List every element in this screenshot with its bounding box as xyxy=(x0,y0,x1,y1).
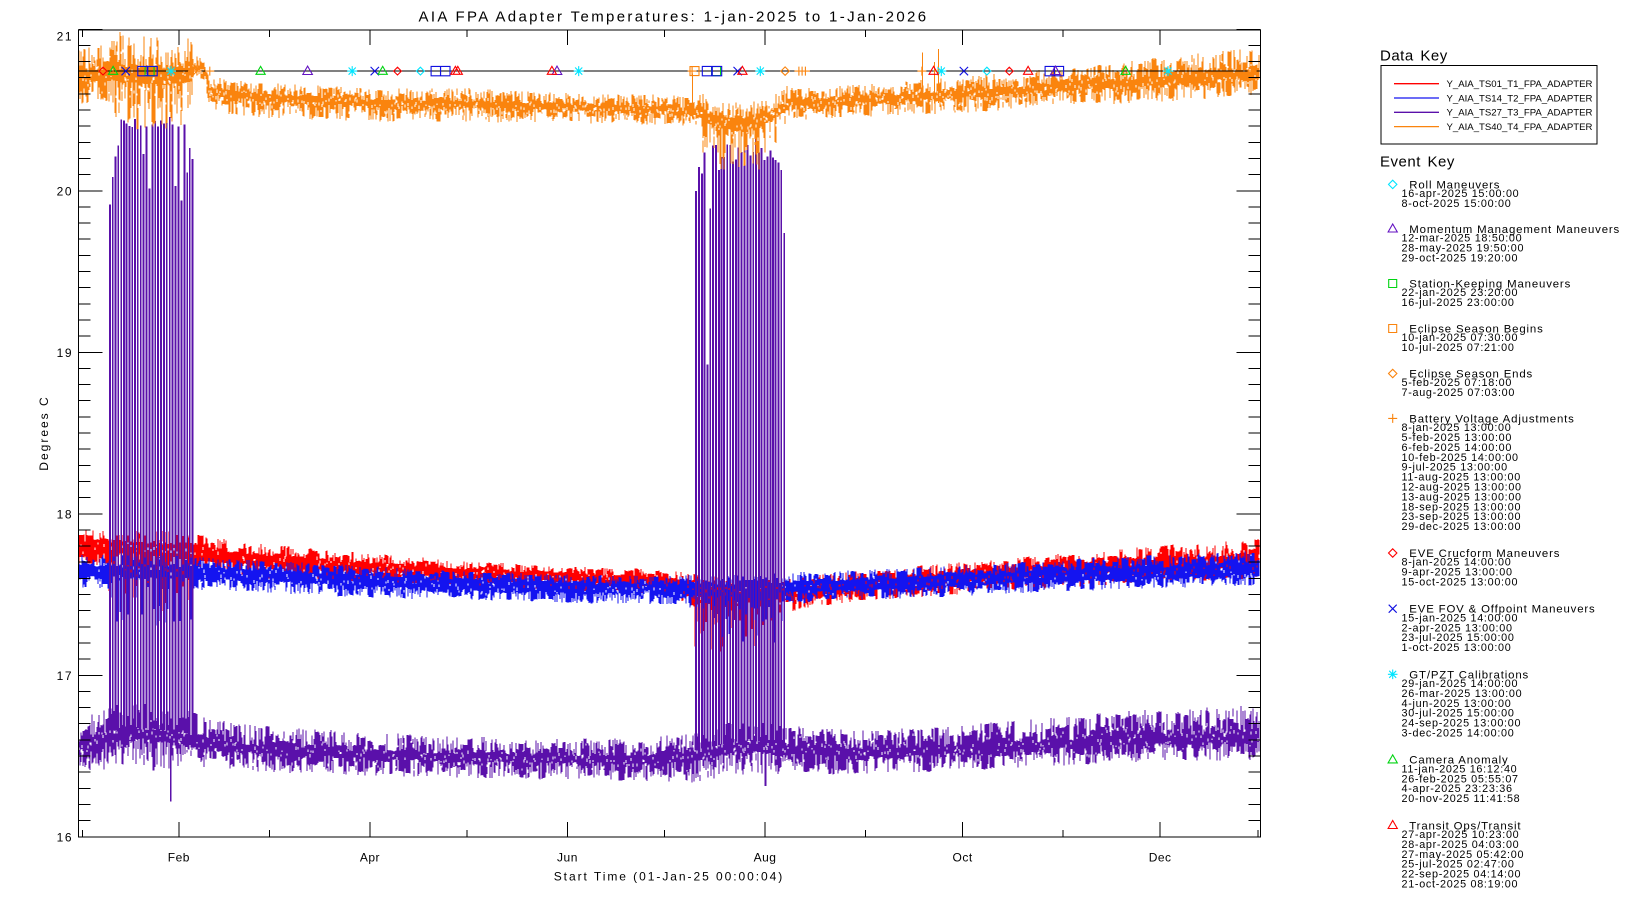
svg-text:Dec: Dec xyxy=(1149,851,1172,865)
svg-text:15-oct-2025 13:00:00: 15-oct-2025 13:00:00 xyxy=(1402,577,1519,589)
svg-text:10-jul-2025 07:21:00: 10-jul-2025 07:21:00 xyxy=(1402,342,1515,354)
svg-text:Data Key: Data Key xyxy=(1380,48,1448,65)
svg-text:16-apr-2025 15:00:00: 16-apr-2025 15:00:00 xyxy=(1402,188,1520,200)
svg-text:7-aug-2025 07:03:00: 7-aug-2025 07:03:00 xyxy=(1402,387,1516,399)
svg-text:28-may-2025 19:50:00: 28-may-2025 19:50:00 xyxy=(1402,242,1525,254)
svg-text:29-dec-2025 13:00:00: 29-dec-2025 13:00:00 xyxy=(1402,521,1522,533)
svg-text:Eclipse Season Ends: Eclipse Season Ends xyxy=(1409,369,1533,381)
svg-text:22-sep-2025 04:14:00: 22-sep-2025 04:14:00 xyxy=(1402,869,1522,881)
svg-text:17: 17 xyxy=(57,669,73,683)
svg-text:21: 21 xyxy=(57,29,73,43)
svg-text:23-sep-2025 13:00:00: 23-sep-2025 13:00:00 xyxy=(1402,511,1522,523)
svg-text:19: 19 xyxy=(57,346,73,360)
svg-text:Y_AIA_TS01_T1_FPA_ADAPTER: Y_AIA_TS01_T1_FPA_ADAPTER xyxy=(1447,79,1593,90)
svg-text:Event Key: Event Key xyxy=(1380,154,1455,171)
svg-text:25-jul-2025 02:47:00: 25-jul-2025 02:47:00 xyxy=(1402,859,1515,871)
svg-text:8-oct-2025 15:00:00: 8-oct-2025 15:00:00 xyxy=(1402,198,1512,210)
svg-text:18: 18 xyxy=(57,507,73,521)
svg-text:21-oct-2025 08:19:00: 21-oct-2025 08:19:00 xyxy=(1402,879,1519,891)
svg-text:Y_AIA_TS14_T2_FPA_ADAPTER: Y_AIA_TS14_T2_FPA_ADAPTER xyxy=(1447,93,1593,104)
svg-text:Station-Keeping Maneuvers: Station-Keeping Maneuvers xyxy=(1409,279,1571,291)
svg-text:3-dec-2025 14:00:00: 3-dec-2025 14:00:00 xyxy=(1402,728,1515,740)
svg-text:Aug: Aug xyxy=(754,851,777,865)
svg-text:11-aug-2025 13:00:00: 11-aug-2025 13:00:00 xyxy=(1402,472,1521,484)
svg-text:27-apr-2025 10:23:00: 27-apr-2025 10:23:00 xyxy=(1402,829,1520,841)
svg-text:9-jul-2025 13:00:00: 9-jul-2025 13:00:00 xyxy=(1402,462,1508,474)
svg-text:24-sep-2025 13:00:00: 24-sep-2025 13:00:00 xyxy=(1402,718,1522,730)
svg-text:Roll Maneuvers: Roll Maneuvers xyxy=(1409,179,1500,191)
svg-text:4-jun-2025 13:00:00: 4-jun-2025 13:00:00 xyxy=(1402,698,1512,710)
svg-text:9-apr-2025 13:00:00: 9-apr-2025 13:00:00 xyxy=(1402,567,1513,579)
svg-text:23-jul-2025 15:00:00: 23-jul-2025 15:00:00 xyxy=(1402,632,1515,644)
svg-text:12-aug-2025 13:00:00: 12-aug-2025 13:00:00 xyxy=(1402,482,1522,494)
svg-text:30-jul-2025 15:00:00: 30-jul-2025 15:00:00 xyxy=(1402,708,1515,720)
svg-text:18-sep-2025 13:00:00: 18-sep-2025 13:00:00 xyxy=(1402,501,1522,513)
svg-text:20: 20 xyxy=(57,184,73,198)
svg-text:22-jan-2025 23:20:00: 22-jan-2025 23:20:00 xyxy=(1402,287,1519,299)
svg-text:28-apr-2025 04:03:00: 28-apr-2025 04:03:00 xyxy=(1402,839,1520,851)
svg-text:Start Time (01-Jan-25 00:00:04: Start Time (01-Jan-25 00:00:04) xyxy=(554,870,785,884)
svg-text:AIA FPA Adapter Temperatures:: AIA FPA Adapter Temperatures: 1-jan-2025… xyxy=(419,9,929,26)
svg-text:10-jan-2025 07:30:00: 10-jan-2025 07:30:00 xyxy=(1402,332,1519,344)
svg-text:GT/PZT Calibrations: GT/PZT Calibrations xyxy=(1409,669,1529,681)
svg-text:Transit Ops/Transit: Transit Ops/Transit xyxy=(1409,820,1521,832)
svg-text:26-mar-2025 13:00:00: 26-mar-2025 13:00:00 xyxy=(1402,688,1523,700)
svg-text:Apr: Apr xyxy=(360,851,380,865)
svg-text:1-oct-2025 13:00:00: 1-oct-2025 13:00:00 xyxy=(1402,642,1512,654)
svg-text:2-apr-2025 13:00:00: 2-apr-2025 13:00:00 xyxy=(1402,622,1513,634)
svg-text:Degrees C: Degrees C xyxy=(37,395,51,470)
svg-text:16-jul-2025 23:00:00: 16-jul-2025 23:00:00 xyxy=(1402,297,1515,309)
svg-text:10-feb-2025 14:00:00: 10-feb-2025 14:00:00 xyxy=(1402,452,1519,464)
svg-text:Feb: Feb xyxy=(168,851,190,865)
svg-text:5-feb-2025 13:00:00: 5-feb-2025 13:00:00 xyxy=(1402,432,1513,444)
svg-text:29-oct-2025 19:20:00: 29-oct-2025 19:20:00 xyxy=(1402,252,1519,264)
svg-text:8-jan-2025 14:00:00: 8-jan-2025 14:00:00 xyxy=(1402,557,1512,569)
svg-text:6-feb-2025 14:00:00: 6-feb-2025 14:00:00 xyxy=(1402,442,1513,454)
svg-text:4-apr-2025 23:23:36: 4-apr-2025 23:23:36 xyxy=(1402,783,1513,795)
svg-text:Y_AIA_TS27_T3_FPA_ADAPTER: Y_AIA_TS27_T3_FPA_ADAPTER xyxy=(1447,108,1593,119)
svg-text:26-feb-2025 05:55:07: 26-feb-2025 05:55:07 xyxy=(1402,773,1519,785)
svg-text:EVE FOV & Offpoint Maneuvers: EVE FOV & Offpoint Maneuvers xyxy=(1409,604,1595,616)
svg-text:Battery Voltage Adjustments: Battery Voltage Adjustments xyxy=(1409,413,1574,425)
svg-text:Oct: Oct xyxy=(952,851,972,865)
svg-text:16: 16 xyxy=(57,830,73,844)
svg-text:8-jan-2025 13:00:00: 8-jan-2025 13:00:00 xyxy=(1402,422,1512,434)
svg-text:Momentum Management Maneuvers: Momentum Management Maneuvers xyxy=(1409,224,1620,236)
svg-text:15-jan-2025 14:00:00: 15-jan-2025 14:00:00 xyxy=(1402,612,1519,624)
svg-text:11-jan-2025 16:12:40: 11-jan-2025 16:12:40 xyxy=(1402,763,1518,775)
svg-text:Eclipse Season Begins: Eclipse Season Begins xyxy=(1409,324,1543,336)
svg-text:27-may-2025 05:42:00: 27-may-2025 05:42:00 xyxy=(1402,849,1525,861)
svg-text:13-aug-2025 13:00:00: 13-aug-2025 13:00:00 xyxy=(1402,491,1522,503)
svg-text:Y_AIA_TS40_T4_FPA_ADAPTER: Y_AIA_TS40_T4_FPA_ADAPTER xyxy=(1447,122,1593,133)
svg-text:20-nov-2025 11:41:58: 20-nov-2025 11:41:58 xyxy=(1402,793,1521,805)
svg-text:EVE Crucform Maneuvers: EVE Crucform Maneuvers xyxy=(1409,548,1560,560)
svg-text:12-mar-2025 18:50:00: 12-mar-2025 18:50:00 xyxy=(1402,233,1523,245)
svg-text:Jun: Jun xyxy=(557,851,578,865)
svg-text:Camera Anomaly: Camera Anomaly xyxy=(1409,755,1508,767)
svg-text:29-jan-2025 14:00:00: 29-jan-2025 14:00:00 xyxy=(1402,678,1519,690)
svg-text:5-feb-2025 07:18:00: 5-feb-2025 07:18:00 xyxy=(1402,377,1513,389)
